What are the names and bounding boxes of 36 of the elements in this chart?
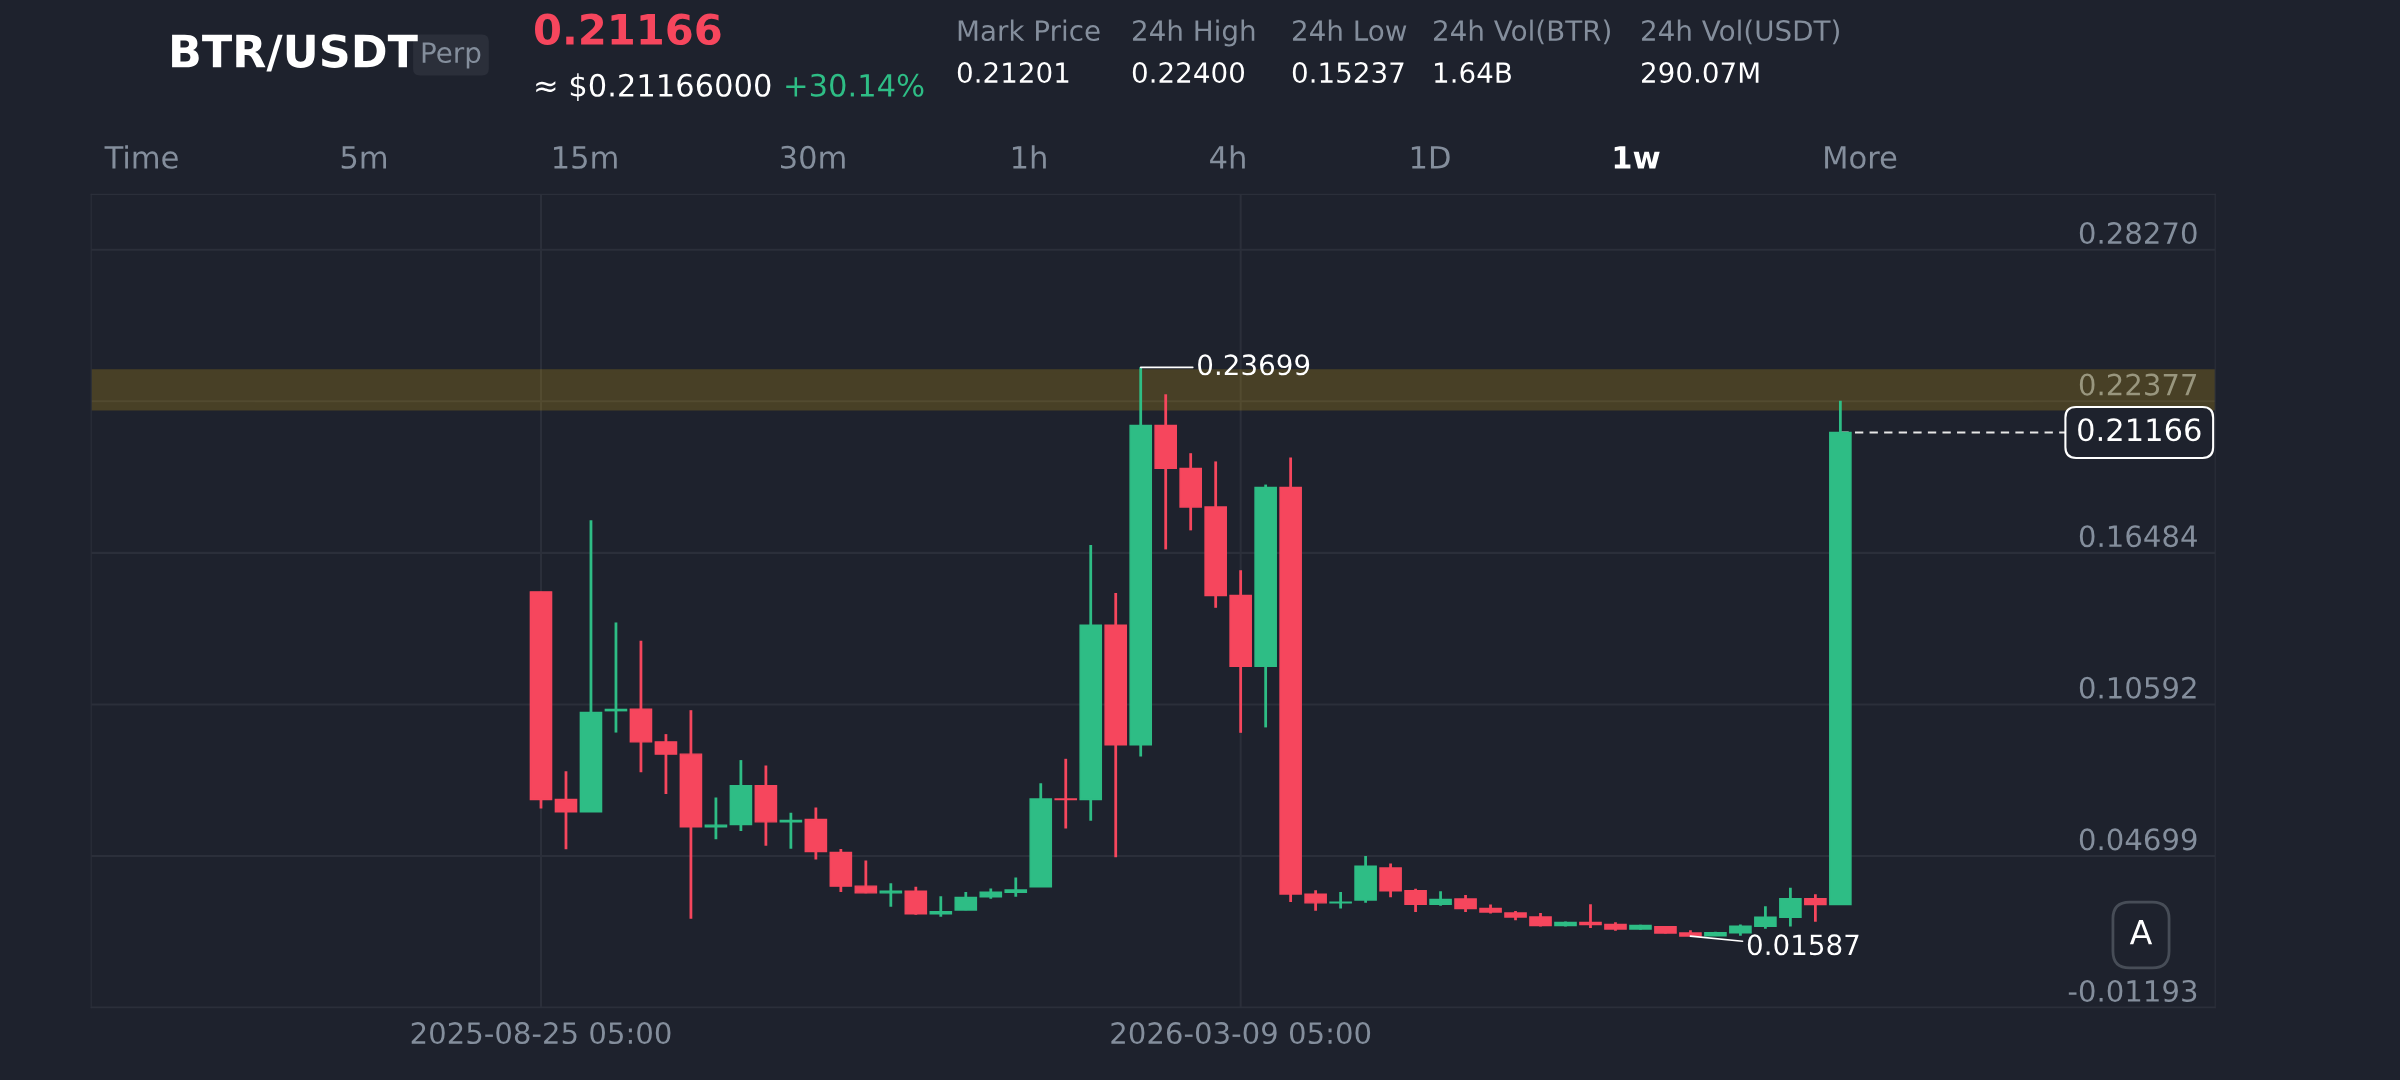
text: 0.21166 [534,13,721,46]
y-tick-label: -0.01193 [2068,979,2197,1002]
text: 15m [554,146,617,169]
annotation: 0.01587 [1747,934,1859,956]
text: 4h [1210,145,1245,169]
text: 24h Vol(USDT) [1642,19,1839,45]
annotation: A [2129,919,2153,945]
text: 24h High [1133,19,1255,47]
chart-title: BTR/USDT [172,34,418,72]
text: ≈ $0.21166000 [536,73,771,101]
y-tick-label: 0.04699 [2079,828,2197,851]
text: 1w [1614,146,1660,169]
y-tick-label: 0.10592 [2079,676,2196,699]
text: 1h [1012,145,1046,169]
x-tick-label: 2026-03-09 05:00 [1111,1022,1371,1045]
x-tick-label: 2025-08-25 05:00 [411,1022,671,1045]
text: 0.15237 [1292,62,1404,84]
y-tick-label: 0.22377 [2079,373,2197,396]
y-tick-label: 0.28270 [2079,222,2197,245]
text: Perp [422,42,481,69]
text: 0.21201 [957,62,1069,84]
text: 1.64B [1435,62,1511,84]
y-tick-label: 0.16484 [2079,525,2197,548]
text: Mark Price [958,19,1100,42]
text: 0.22400 [1132,62,1245,84]
text: 30m [781,145,845,169]
text: 1D [1411,146,1450,169]
text: 24h Low [1293,19,1407,42]
text: More [1825,146,1897,169]
text: 24h Vol(BTR) [1434,19,1610,45]
annotation: 0.23699 [1198,354,1310,376]
ref-line-label: 0.21166 [2078,418,2201,442]
text: +30.14% [786,73,924,97]
text: Time [104,145,178,169]
text: 290.07M [1642,62,1759,84]
text: 5m [341,146,387,169]
